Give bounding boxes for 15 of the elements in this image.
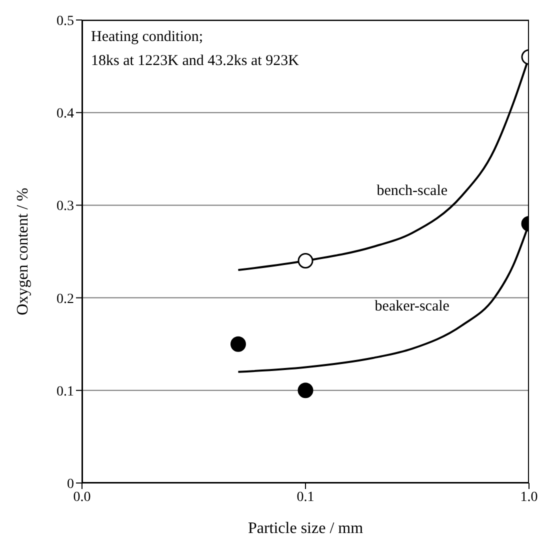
y-tick-label: 0.3 [56, 199, 74, 214]
annotation: Heating condition; [91, 29, 204, 46]
x-tick-label: 0.1 [296, 490, 314, 505]
annotation: 18ks at 1223K and 43.2ks at 923K [91, 53, 299, 70]
series-label: beaker-scale [374, 298, 450, 315]
y-tick-label: 0.5 [56, 14, 74, 29]
y-tick-label: 0.1 [56, 384, 74, 400]
x-axis-title: Particle size / mm [248, 520, 364, 537]
x-tick-label: 1.0 [520, 490, 538, 505]
x-tick-label: 0.0 [73, 490, 91, 505]
y-tick-label: 0.2 [56, 292, 74, 307]
y-tick-label: 0.4 [56, 106, 74, 122]
y-axis-title: Oxygen content / % [14, 188, 32, 316]
series-label: bench-scale [376, 182, 448, 199]
y-tick-label: 0 [67, 476, 74, 492]
